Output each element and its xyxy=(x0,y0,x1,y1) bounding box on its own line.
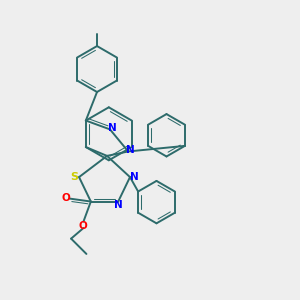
Text: N: N xyxy=(114,200,123,210)
Text: N: N xyxy=(130,172,139,182)
Text: O: O xyxy=(79,221,87,231)
Text: S: S xyxy=(70,172,79,182)
Text: O: O xyxy=(61,193,70,203)
Text: N: N xyxy=(126,145,135,155)
Text: N: N xyxy=(108,123,117,133)
